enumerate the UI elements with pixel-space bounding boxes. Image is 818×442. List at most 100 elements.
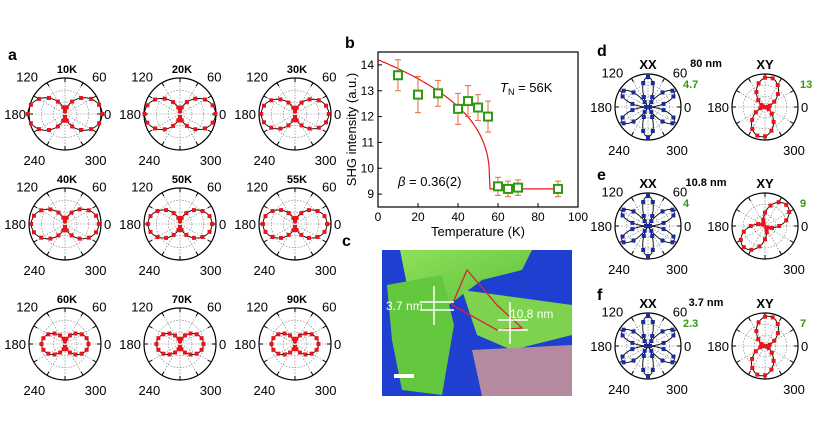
polar-90K-tick <box>276 371 280 376</box>
xx-1-point <box>642 228 647 233</box>
xx-1-point <box>621 207 626 212</box>
panel-a-polar-grid: 120 60 180 0 240 300 10K 120 60 180 0 240 300 20K 120 6… <box>4 64 341 398</box>
xx-2-point <box>648 344 652 348</box>
polar-70K-point <box>182 333 187 338</box>
xy-1-tick <box>748 197 751 202</box>
polar-30K-point <box>307 97 312 102</box>
polar-30K-tick <box>263 95 268 99</box>
polar-30K-point <box>316 98 321 103</box>
polar-50K-point <box>184 232 189 237</box>
polar-90K-point <box>309 351 314 356</box>
polar-40K-point <box>77 236 82 241</box>
thickness-title-0: 80 nm <box>690 58 722 70</box>
xy-0-tick <box>789 90 794 93</box>
polar-50K-point <box>178 219 182 223</box>
polar-30K-label-60: 60 <box>322 70 336 85</box>
x-tick-label-0: 0 <box>375 210 382 224</box>
polar-60K-point <box>67 350 72 355</box>
polar-50K-point <box>191 235 196 240</box>
xy-0-point <box>775 92 780 97</box>
xx-2-point <box>650 334 655 338</box>
polar-60K-point <box>73 331 78 336</box>
xy-1-point <box>749 247 754 252</box>
xx-2-point <box>661 347 666 352</box>
xx-0-point <box>641 81 646 85</box>
polar-70K-point <box>176 347 181 352</box>
xy-title-1: XY <box>756 176 774 191</box>
xy-0-tick <box>736 90 741 93</box>
temperature-label-60K: 60K <box>57 294 77 306</box>
polar-10K-tick <box>33 95 38 99</box>
xx-0-point <box>642 100 647 105</box>
polar-30K-tick <box>276 141 280 146</box>
xx-0-point <box>646 135 650 140</box>
polar-70K-point <box>167 352 172 357</box>
polar-30K-spoke <box>263 95 327 133</box>
xx-2-point <box>641 354 646 358</box>
polar-50K-tick <box>207 205 212 209</box>
polar-70K-point <box>178 339 182 343</box>
polar-10K-point <box>79 128 83 132</box>
polar-70K-point <box>161 332 166 337</box>
data-point <box>453 103 463 114</box>
xx-0-label-180: 180 <box>590 100 612 115</box>
polar-60K-label-120: 120 <box>16 300 38 315</box>
polar-20K-point <box>193 96 198 101</box>
polar-55K-point <box>322 214 327 219</box>
xy-2-point <box>769 367 774 372</box>
polar-50K-label-0: 0 <box>219 217 226 232</box>
xx-2-tick <box>631 317 634 322</box>
polar-20K-label-60: 60 <box>207 70 221 85</box>
xy-0-point <box>763 75 767 80</box>
xx-1-label-0: 0 <box>684 219 691 234</box>
polar-90K-point <box>293 339 297 343</box>
xx-0-point <box>620 94 625 99</box>
polar-60K-point <box>67 333 72 338</box>
xy-1-point <box>784 218 789 223</box>
xx-2-label-60: 60 <box>673 304 687 319</box>
xx-0-point <box>648 105 652 109</box>
polar-55K-point <box>294 228 299 233</box>
polar-55K-label-240: 240 <box>253 263 275 278</box>
xx-1-point <box>641 214 646 218</box>
polar-10K-point <box>89 96 94 101</box>
data-point <box>473 102 483 113</box>
xy-2-point <box>771 358 776 363</box>
xx-0-point <box>661 108 666 113</box>
polar-10K-point <box>47 128 51 132</box>
polar-70K-label-180: 180 <box>119 337 141 352</box>
xx-1-point <box>670 240 675 245</box>
polar-10K-point <box>70 99 75 104</box>
xx-0-point <box>646 75 650 79</box>
xy-0-point <box>769 128 774 133</box>
polar-30K-point <box>278 97 283 102</box>
data-point <box>393 70 403 81</box>
xx-1-point <box>646 193 650 198</box>
polar-50K-point <box>184 211 189 216</box>
polar-40K-label-0: 0 <box>104 217 111 232</box>
polar-20K-point <box>162 127 167 132</box>
xx-2-point <box>641 334 646 338</box>
xy-0-point <box>763 134 767 139</box>
xx-0-point <box>671 94 676 99</box>
polar-40K-spoke <box>33 205 97 243</box>
xy-0-point <box>767 103 772 108</box>
xy-1-point <box>741 245 746 250</box>
xy-scale-1: 9 <box>800 198 806 210</box>
xx-1-point <box>621 240 626 245</box>
xx-0-point <box>649 100 654 105</box>
polar-10K-label-120: 120 <box>16 70 38 85</box>
xy-2-point <box>758 345 763 350</box>
xx-2-point <box>646 313 650 318</box>
polar-70K-label-240: 240 <box>138 383 160 398</box>
polar-30K-point <box>294 105 299 110</box>
xx-2-label-120: 120 <box>602 304 624 319</box>
xy-0-label-300: 300 <box>783 143 805 158</box>
polar-20K-point <box>178 109 182 113</box>
polar-30K-point <box>326 112 331 116</box>
xx-0-label-300: 300 <box>666 143 688 158</box>
tn-annotation: TN = 56K <box>500 80 553 97</box>
xx-0-label-60: 60 <box>673 65 687 80</box>
polar-40K-point <box>69 233 74 238</box>
